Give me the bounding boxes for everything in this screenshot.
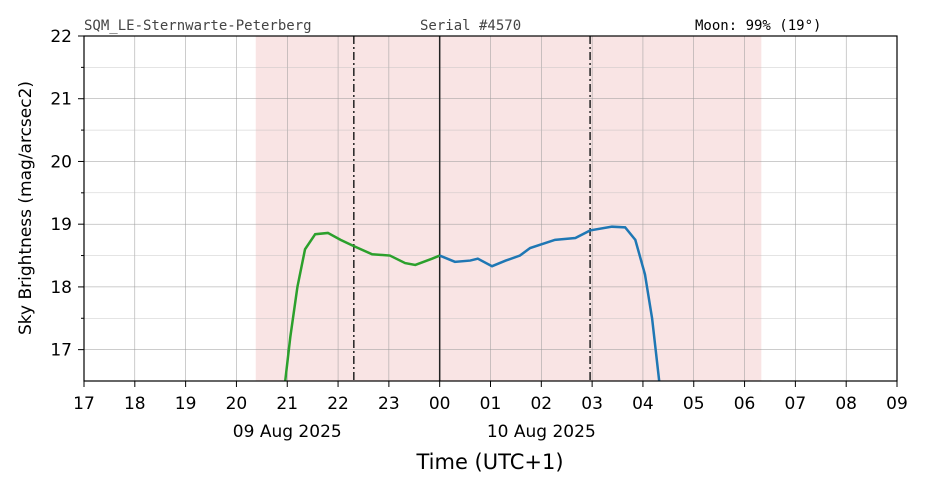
x-tick-label: 20 [226,394,248,414]
y-tick-label: 22 [50,27,72,47]
x-tick-label: 04 [632,394,654,414]
x-tick-label: 02 [530,394,552,414]
station-name: SQM_LE-Sternwarte-Peterberg [84,18,312,34]
x-tick-label: 07 [785,394,807,414]
x-tick-label: 06 [734,394,756,414]
y-tick-label: 21 [50,90,72,110]
x-tick-label: 01 [480,394,502,414]
x-tick-label: 08 [835,394,857,414]
x-tick-label: 18 [124,394,146,414]
y-tick-label: 20 [50,152,72,172]
x-tick-label: 03 [581,394,603,414]
y-axis-label: Sky Brightness (mag/arcsec2) [16,81,36,335]
night-span [255,36,762,381]
y-tick-label: 17 [50,341,72,361]
series-line [283,231,441,381]
x-tick-label: 00 [429,394,451,414]
y-tick-label: 18 [50,278,72,298]
x-axis-label: Time (UTC+1) [415,450,563,474]
x-tick-label: 19 [175,394,197,414]
date-label: 10 Aug 2025 [487,422,596,442]
x-tick-label: 22 [327,394,349,414]
date-label: 09 Aug 2025 [233,422,342,442]
plot-frame [83,35,898,382]
moon-info: Moon: 99% (19°) [695,18,821,34]
y-tick-label: 19 [50,215,72,235]
x-tick-label: 09 [886,394,908,414]
x-tick-label: 21 [276,394,298,414]
series-line [439,225,661,381]
x-tick-label: 05 [683,394,705,414]
x-tick-label: 17 [73,394,95,414]
x-tick-label: 23 [378,394,400,414]
serial: Serial #4570 [420,18,521,34]
